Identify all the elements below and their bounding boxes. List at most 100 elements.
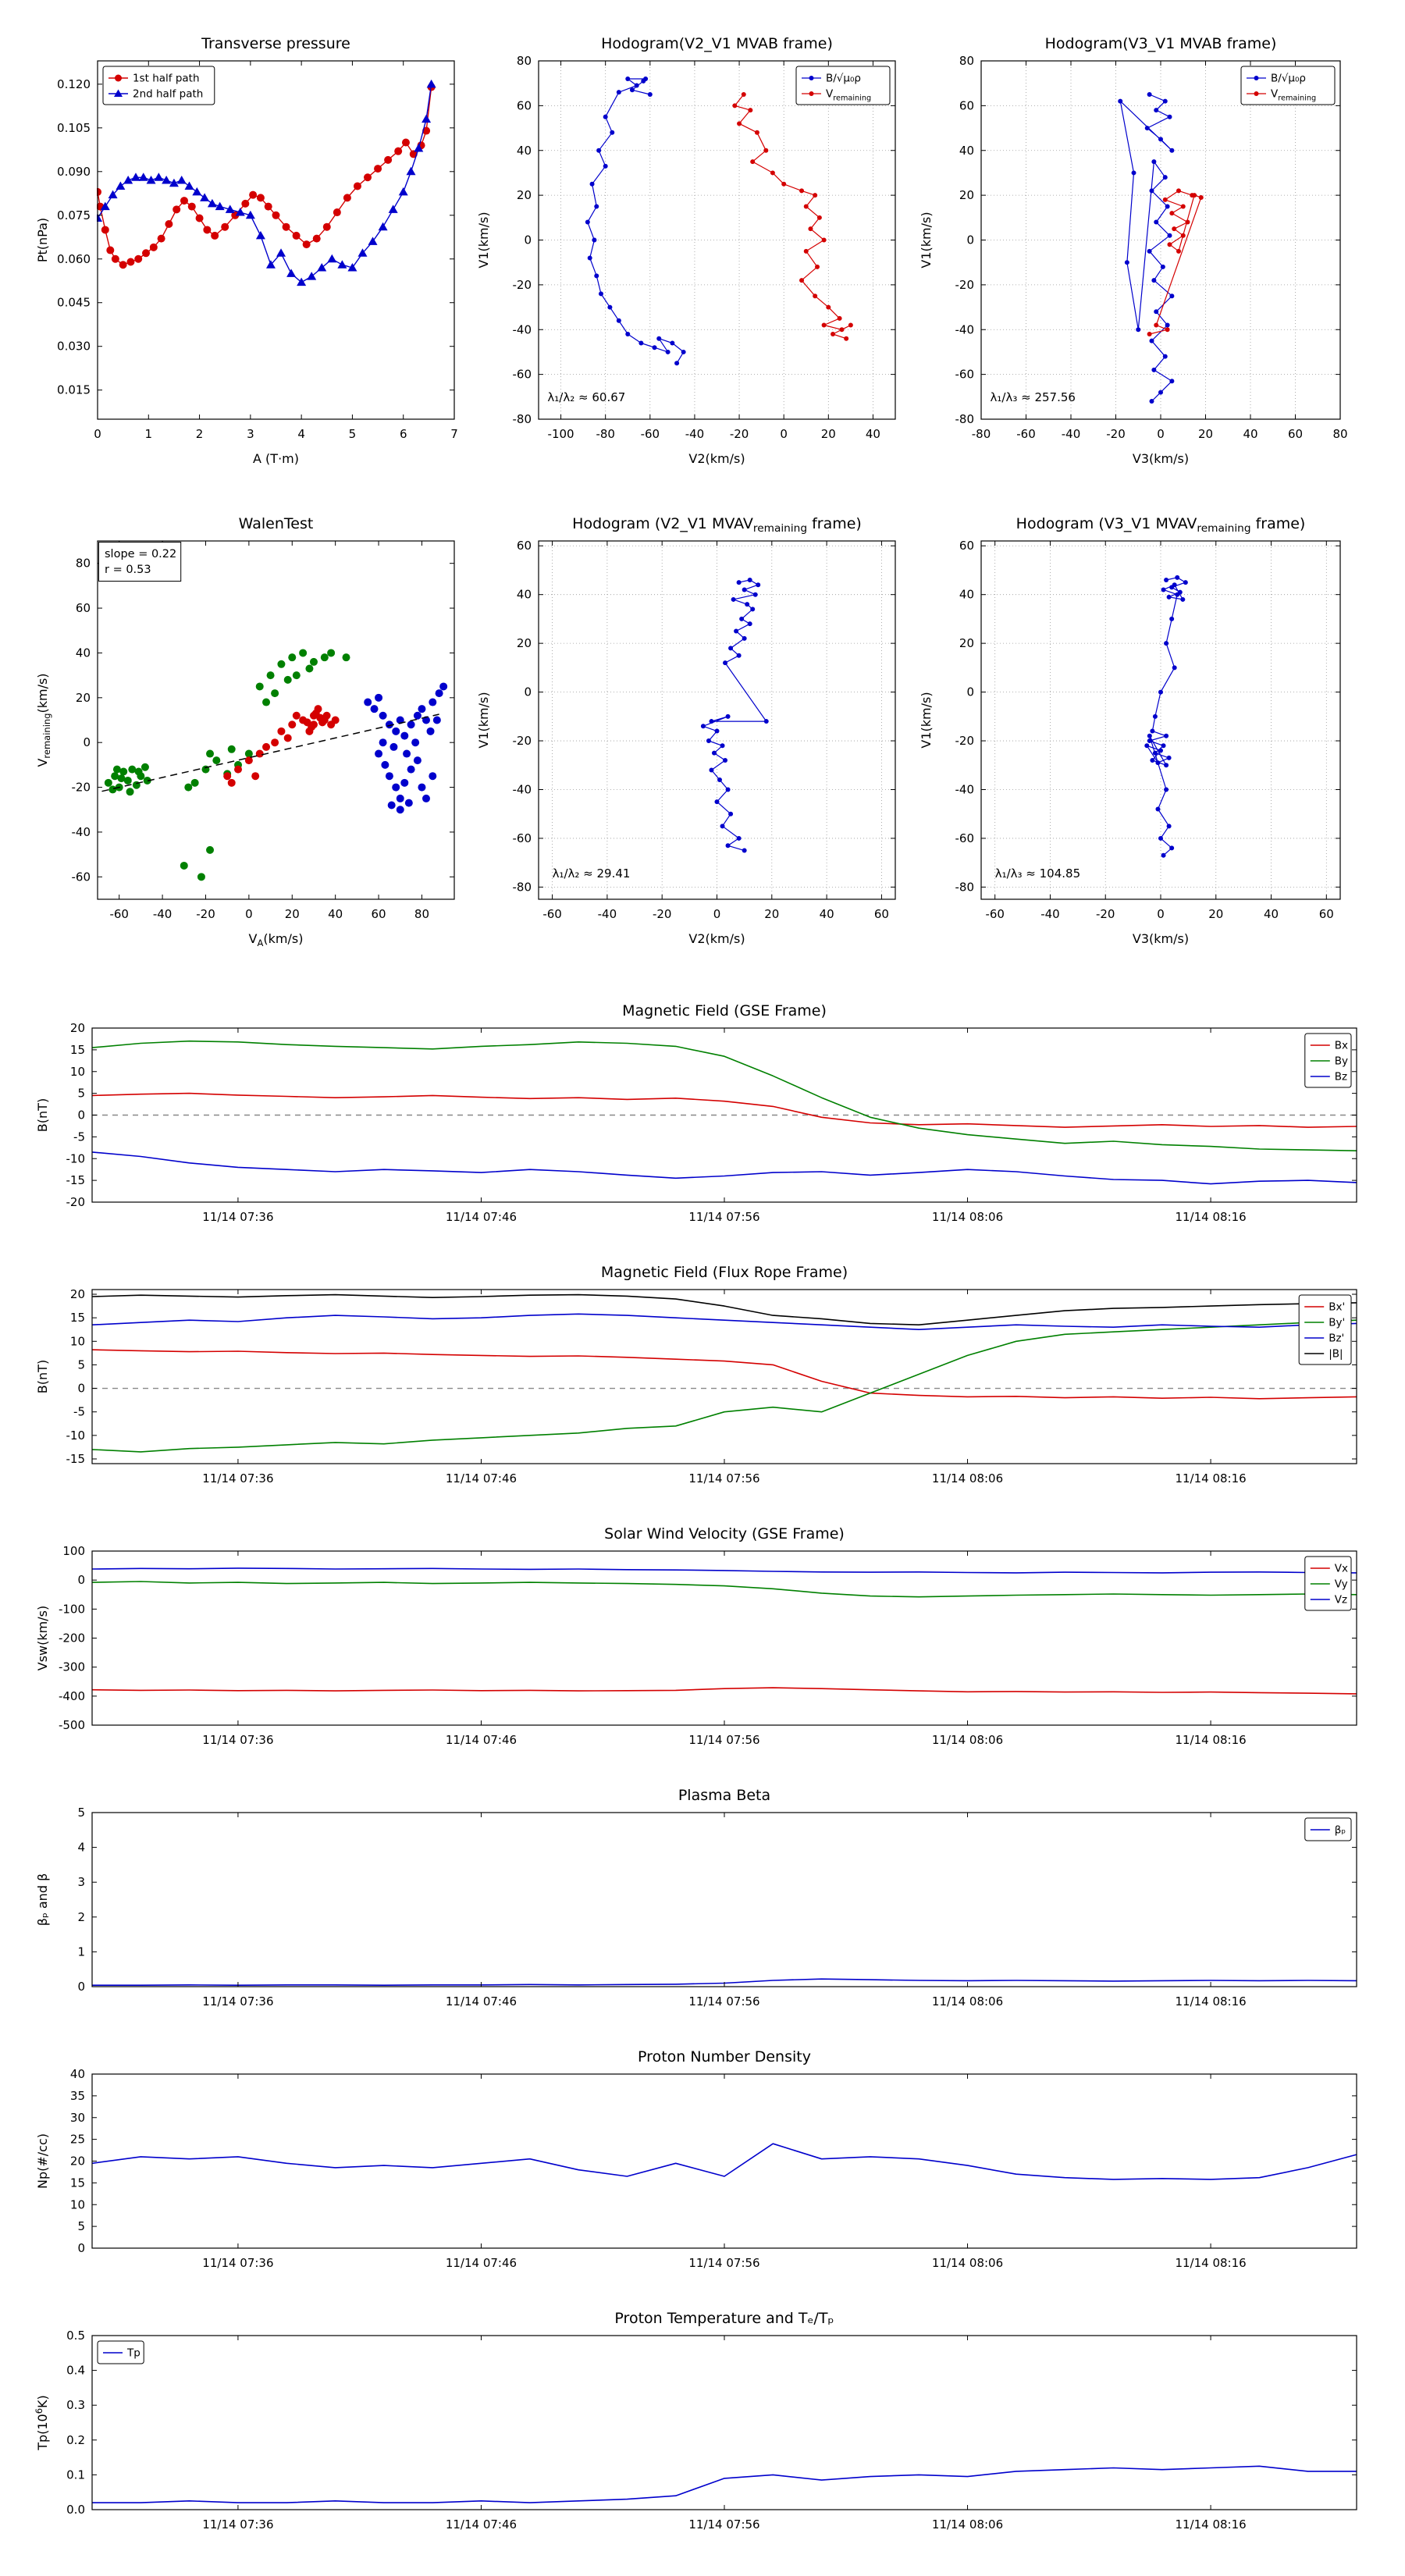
svg-text:40: 40 [1264, 907, 1279, 921]
svg-text:0.090: 0.090 [57, 165, 91, 179]
svg-text:Tp: Tp [126, 2347, 140, 2360]
svg-text:-20: -20 [955, 278, 975, 292]
svg-text:0: 0 [524, 233, 532, 247]
panel-hodogram-v2v1-mvav: -60 -40 -20 0 20 40 60 -80 -60 -40 -20 0 20 40 60 Hodog… [472, 503, 909, 960]
svg-text:V2(km/s): V2(km/s) [688, 451, 745, 466]
svg-text:B(nT): B(nT) [35, 1098, 50, 1132]
svg-text:-40: -40 [685, 427, 705, 441]
svg-text:V1(km/s): V1(km/s) [476, 692, 491, 748]
svg-text:-100: -100 [548, 427, 574, 441]
svg-text:-40: -40 [1062, 427, 1081, 441]
svg-text:20: 20 [1198, 427, 1213, 441]
svg-text:-15: -15 [66, 1452, 86, 1466]
svg-text:11/14 07:46: 11/14 07:46 [446, 1733, 517, 1747]
svg-text:0.120: 0.120 [57, 77, 91, 91]
svg-text:1st half path: 1st half path [133, 73, 200, 85]
panel-magnetic-field-flux-rope: 11/14 07:36 11/14 07:46 11/14 07:56 11/14 0… [31, 1257, 1374, 1503]
svg-text:4: 4 [77, 1841, 85, 1855]
svg-text:60: 60 [1288, 427, 1303, 441]
svg-text:11/14 07:36: 11/14 07:36 [202, 1733, 273, 1747]
svg-text:-40: -40 [513, 322, 532, 336]
svg-text:-20: -20 [66, 1195, 86, 1209]
svg-text:0: 0 [966, 685, 974, 699]
svg-text:11/14 07:56: 11/14 07:56 [688, 1733, 759, 1747]
svg-text:0: 0 [1157, 907, 1165, 921]
svg-text:11/14 08:16: 11/14 08:16 [1175, 1471, 1246, 1485]
svg-text:Vz: Vz [1335, 1594, 1347, 1606]
svg-text:5: 5 [77, 1087, 85, 1101]
svg-text:20: 20 [70, 1021, 85, 1035]
svg-text:20: 20 [764, 907, 779, 921]
svg-text:-60: -60 [955, 368, 975, 382]
svg-text:-20: -20 [72, 781, 91, 795]
svg-text:0: 0 [77, 1108, 85, 1123]
transverse-pressure-chart: 0 1 2 3 4 5 6 7 0.015 0.030 0.045 0.060 0.075 0.090 0.… [31, 23, 468, 480]
svg-text:20: 20 [70, 2154, 85, 2169]
svg-text:Np(#/cc): Np(#/cc) [35, 2133, 50, 2189]
svg-text:-40: -40 [955, 322, 975, 336]
svg-text:20: 20 [1208, 907, 1223, 921]
walen-test-chart: -60 -40 -20 0 20 40 60 80 -60 -40 -20 0 20 40 60 80 Wale… [31, 503, 468, 960]
svg-text:Hodogram (V3_V1 MVAVremaining: Hodogram (V3_V1 MVAVremaining frame) [1016, 515, 1306, 535]
svg-text:Bx: Bx [1335, 1040, 1348, 1052]
svg-text:λ₁/λ₂ ≈ 60.67: λ₁/λ₂ ≈ 60.67 [547, 390, 625, 404]
hodogram-v2v1-mvab-chart: -100 -80 -60 -40 -20 0 20 40 -80 -60 -40 -20 0 20 40 60… [472, 23, 909, 480]
svg-text:-20: -20 [1106, 427, 1126, 441]
svg-text:Vy: Vy [1335, 1578, 1348, 1591]
svg-text:0: 0 [77, 2241, 85, 2255]
svg-text:Solar Wind Velocity (GSE Frame: Solar Wind Velocity (GSE Frame) [604, 1525, 845, 1542]
svg-text:-60: -60 [955, 831, 975, 845]
svg-text:20: 20 [517, 636, 532, 650]
svg-text:80: 80 [414, 907, 429, 921]
svg-text:Proton Number Density: Proton Number Density [638, 2048, 811, 2065]
svg-text:-60: -60 [513, 831, 532, 845]
svg-text:Vremaining: Vremaining [1271, 88, 1316, 103]
svg-text:r = 0.53: r = 0.53 [105, 564, 151, 576]
svg-text:-15: -15 [66, 1173, 86, 1187]
panel-transverse-pressure: 0 1 2 3 4 5 6 7 0.015 0.030 0.045 0.060 0.075 0.090 0.… [31, 23, 468, 480]
svg-text:0.0: 0.0 [66, 2503, 85, 2517]
svg-text:-60: -60 [641, 427, 660, 441]
svg-text:Bz: Bz [1335, 1071, 1347, 1083]
svg-text:Vremaining(km/s): Vremaining(km/s) [35, 673, 52, 767]
svg-text:Bz': Bz' [1329, 1332, 1344, 1345]
svg-text:VA(km/s): VA(km/s) [249, 931, 304, 948]
svg-text:-80: -80 [955, 412, 975, 426]
svg-text:0: 0 [77, 1573, 85, 1587]
svg-text:βₚ and β: βₚ and β [35, 1873, 50, 1927]
svg-text:Hodogram(V2_V1 MVAB frame): Hodogram(V2_V1 MVAB frame) [601, 35, 833, 52]
svg-text:20: 20 [285, 907, 300, 921]
svg-text:11/14 08:06: 11/14 08:06 [932, 1733, 1003, 1747]
svg-text:11/14 07:46: 11/14 07:46 [446, 1994, 517, 2008]
svg-text:0.1: 0.1 [66, 2467, 85, 2482]
svg-text:slope = 0.22: slope = 0.22 [105, 548, 176, 560]
svg-text:Plasma Beta: Plasma Beta [678, 1787, 770, 1804]
panel-plasma-beta: 11/14 07:36 11/14 07:46 11/14 07:56 11/14 0… [31, 1780, 1374, 2026]
svg-text:11/14 08:16: 11/14 08:16 [1175, 1994, 1246, 2008]
svg-text:20: 20 [70, 1287, 85, 1301]
proton-temperature-chart: 11/14 07:36 11/14 07:46 11/14 07:56 11/14 0… [31, 2303, 1374, 2549]
hodogram-v2v1-mvav-chart: -60 -40 -20 0 20 40 60 -80 -60 -40 -20 0 20 40 60 Hodog… [472, 503, 909, 960]
svg-text:30: 30 [70, 2111, 85, 2125]
svg-text:11/14 07:46: 11/14 07:46 [446, 2517, 517, 2532]
svg-text:By: By [1335, 1055, 1348, 1068]
svg-text:2: 2 [77, 1910, 85, 1924]
svg-text:-80: -80 [513, 412, 532, 426]
svg-text:V1(km/s): V1(km/s) [476, 212, 491, 268]
svg-text:0.2: 0.2 [66, 2433, 85, 2447]
svg-text:0.5: 0.5 [66, 2329, 85, 2343]
svg-text:0: 0 [1157, 427, 1165, 441]
svg-text:A (T·m): A (T·m) [253, 451, 299, 466]
svg-text:-10: -10 [66, 1151, 86, 1165]
svg-text:0: 0 [780, 427, 788, 441]
svg-text:Pt(nPa): Pt(nPa) [35, 218, 50, 262]
svg-text:0.015: 0.015 [57, 383, 91, 397]
svg-text:-40: -40 [1040, 907, 1060, 921]
svg-text:0: 0 [77, 1980, 85, 1994]
svg-text:0: 0 [245, 907, 253, 921]
panel-proton-temperature: 11/14 07:36 11/14 07:46 11/14 07:56 11/14 0… [31, 2303, 1374, 2549]
svg-text:10: 10 [70, 1334, 85, 1348]
svg-text:V1(km/s): V1(km/s) [919, 212, 934, 268]
svg-text:11/14 08:06: 11/14 08:06 [932, 2517, 1003, 2532]
